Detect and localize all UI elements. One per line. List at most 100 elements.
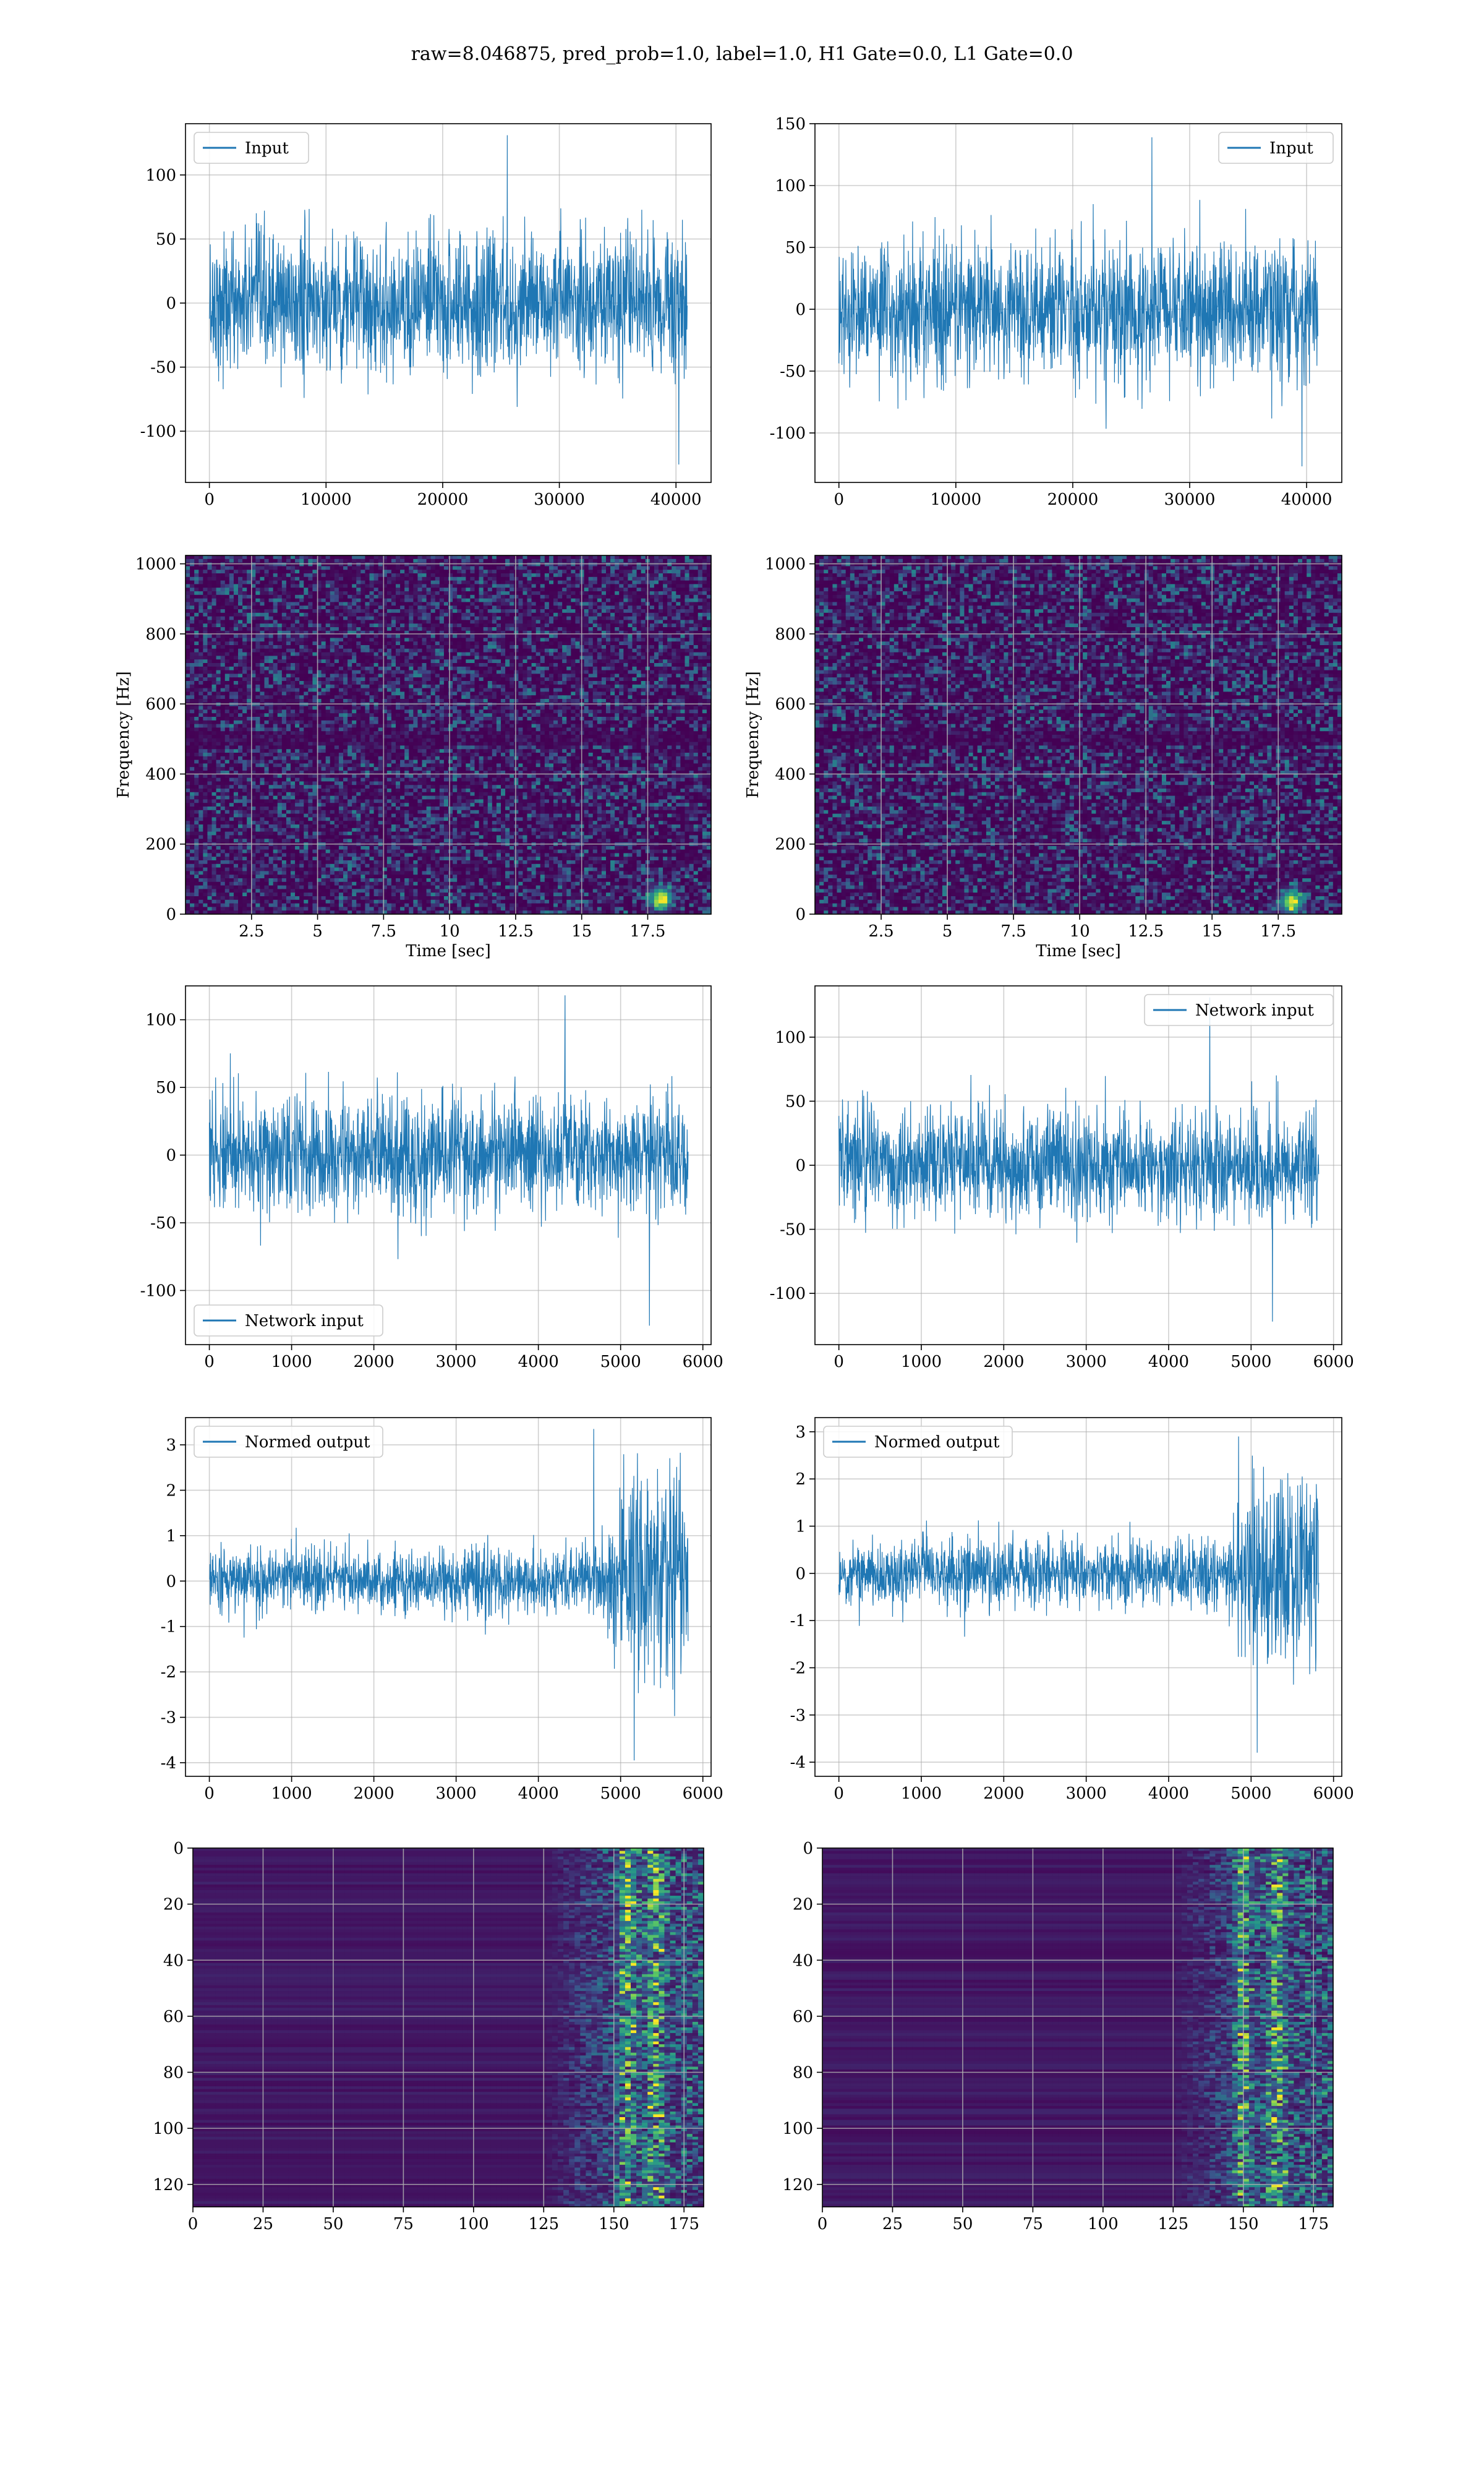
- spectrogram-cell: [278, 653, 283, 656]
- spectrogram-cell: [497, 613, 501, 617]
- spectrogram-cell: [387, 635, 392, 638]
- spectrogram-cell: [203, 627, 208, 631]
- spectrogram-cell: [360, 641, 365, 645]
- spectrogram-cell: [225, 609, 230, 613]
- spectrogram-cell: [335, 563, 339, 567]
- spectrogram-cell: [330, 591, 335, 595]
- spectrogram-cell: [221, 591, 226, 595]
- spectrogram-cell: [360, 566, 365, 570]
- spectrogram-cell: [404, 573, 409, 577]
- spectrogram-cell: [575, 570, 580, 573]
- spectrogram-cell: [291, 649, 296, 653]
- spectrogram-cell: [619, 595, 624, 599]
- spectrogram-cell: [413, 555, 418, 559]
- spectrogram-cell: [685, 595, 690, 599]
- spectrogram-cell: [575, 591, 580, 595]
- spectrogram-cell: [558, 638, 563, 641]
- spectrogram-cell: [444, 627, 449, 631]
- spectrogram-cell: [326, 620, 331, 623]
- spectrogram-cell: [672, 595, 676, 599]
- spectrogram-cell: [488, 588, 493, 591]
- spectrogram-cell: [505, 617, 510, 620]
- spectrogram-cell: [304, 620, 309, 623]
- spectrogram-cell: [216, 573, 221, 577]
- spectrogram-cell: [672, 591, 676, 595]
- spectrogram-cell: [527, 566, 532, 570]
- spectrogram-cell: [610, 584, 615, 588]
- spectrogram-cell: [234, 613, 239, 617]
- spectrogram-cell: [672, 606, 676, 609]
- spectrogram-cell: [510, 573, 514, 577]
- spectrogram-cell: [453, 649, 458, 653]
- spectrogram-cell: [453, 581, 458, 584]
- spectrogram-cell: [343, 599, 348, 602]
- spectrogram-cell: [335, 584, 339, 588]
- spectrogram-cell: [396, 566, 401, 570]
- spectrogram-cell: [435, 638, 440, 641]
- spectrogram-cell: [663, 627, 668, 631]
- spectrogram-cell: [308, 563, 313, 567]
- spectrogram-cell: [378, 566, 383, 570]
- spectrogram-cell: [387, 623, 392, 627]
- spectrogram-cell: [365, 623, 370, 627]
- spectrogram-cell: [589, 620, 594, 623]
- spectrogram-cell: [242, 563, 247, 567]
- spectrogram-cell: [360, 588, 365, 591]
- spectrogram-cell: [194, 617, 199, 620]
- spectrogram-cell: [641, 573, 646, 577]
- spectrogram-cell: [615, 649, 620, 653]
- spectrogram-cell: [348, 588, 352, 591]
- spectrogram-cell: [522, 570, 527, 573]
- spectrogram-cell: [571, 602, 576, 606]
- spectrogram-cell: [610, 595, 615, 599]
- spectrogram-cell: [545, 613, 550, 617]
- spectrogram-cell: [522, 581, 527, 584]
- spectrogram-cell: [356, 566, 361, 570]
- spectrogram-cell: [186, 591, 190, 595]
- spectrogram-cell: [623, 649, 628, 653]
- spectrogram-cell: [702, 584, 707, 588]
- spectrogram-cell: [545, 641, 550, 645]
- spectrogram-cell: [628, 617, 633, 620]
- spectrogram-cell: [409, 613, 414, 617]
- spectrogram-cell: [343, 581, 348, 584]
- spectrogram-cell: [269, 641, 274, 645]
- x-tick-label: 0: [204, 490, 215, 509]
- spectrogram-cell: [242, 570, 247, 573]
- spectrogram-cell: [234, 602, 239, 606]
- spectrogram-cell: [545, 591, 550, 595]
- spectrogram-cell: [470, 595, 475, 599]
- spectrogram-cell: [299, 555, 304, 559]
- spectrogram-cell: [326, 584, 331, 588]
- spectrogram-cell: [545, 581, 550, 584]
- spectrogram-cell: [440, 635, 445, 638]
- spectrogram-cell: [304, 606, 309, 609]
- spectrogram-cell: [435, 584, 440, 588]
- spectrogram-cell: [510, 606, 514, 609]
- spectrogram-cell: [637, 566, 642, 570]
- spectrogram-cell: [623, 613, 628, 617]
- spectrogram-cell: [322, 584, 326, 588]
- spectrogram-cell: [203, 588, 208, 591]
- spectrogram-cell: [335, 566, 339, 570]
- spectrogram-cell: [396, 563, 401, 567]
- spectrogram-cell: [562, 566, 567, 570]
- spectrogram-cell: [448, 606, 453, 609]
- spectrogram-cell: [527, 595, 532, 599]
- spectrogram-cell: [273, 595, 278, 599]
- spectrogram-cell: [409, 649, 414, 653]
- spectrogram-cell: [374, 563, 379, 567]
- spectrogram-cell: [365, 609, 370, 613]
- spectrogram-cell: [431, 617, 436, 620]
- spectrogram-cell: [484, 595, 488, 599]
- spectrogram-cell: [194, 577, 199, 581]
- spectrogram-cell: [234, 563, 239, 567]
- spectrogram-cell: [659, 588, 663, 591]
- spectrogram-cell: [286, 617, 291, 620]
- spectrogram-cell: [238, 584, 243, 588]
- spectrogram-cell: [417, 649, 422, 653]
- spectrogram-cell: [431, 555, 436, 559]
- x-tick-label: 20000: [417, 490, 469, 509]
- spectrogram-cell: [562, 602, 567, 606]
- spectrogram-cell: [453, 559, 458, 563]
